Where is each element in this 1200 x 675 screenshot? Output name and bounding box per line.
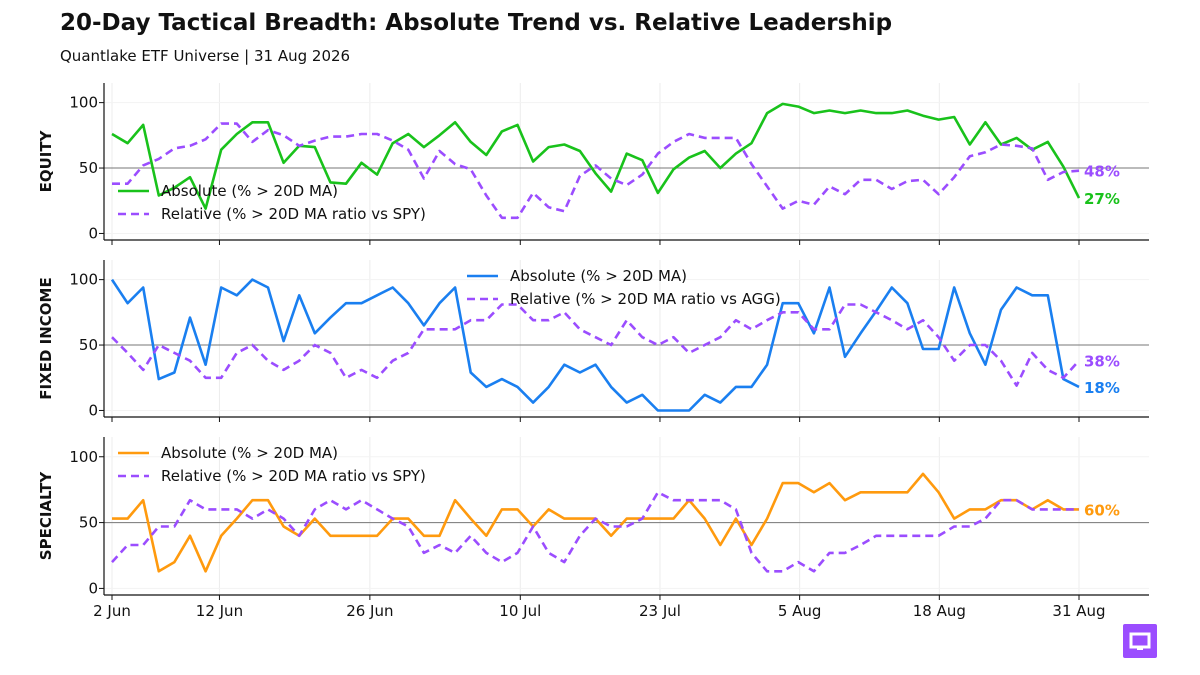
y-tick-label: 0 <box>88 579 98 597</box>
logo-glyph <box>1129 632 1151 650</box>
y-tick-label: 50 <box>79 336 98 354</box>
legend-entry: Absolute (% > 20D MA) <box>510 267 687 285</box>
x-tick-label: 5 Aug <box>778 602 822 620</box>
end-value-label: 48% <box>1084 163 1120 181</box>
legend-entry: Relative (% > 20D MA ratio vs SPY) <box>161 467 426 485</box>
chart-subtitle: Quantlake ETF Universe | 31 Aug 2026 <box>60 47 351 65</box>
chart-title: 20-Day Tactical Breadth: Absolute Trend … <box>60 10 893 36</box>
y-tick-label: 0 <box>88 224 98 242</box>
panel-label: EQUITY <box>37 129 55 192</box>
panel-label: SPECIALTY <box>37 471 55 561</box>
x-tick-label: 23 Jul <box>639 602 681 620</box>
legend-entry: Relative (% > 20D MA ratio vs SPY) <box>161 205 426 223</box>
panel-specialty: 0 50 100 2 Jun 12 Jun 26 Jun 10 Jul 23 Jul 5 Aug… <box>37 437 1149 620</box>
end-value-label: 27% <box>1084 190 1120 208</box>
y-tick-label: 100 <box>69 94 98 112</box>
panel-equity: 0 50 100 EQUITY 27% 48% Absolute (% > 20D MA) R… <box>37 83 1149 245</box>
x-tick-label: 26 Jun <box>346 602 393 620</box>
relative-series-line <box>111 303 1080 387</box>
legend: Absolute (% > 20D MA) Relative (% > 20D M… <box>118 444 426 485</box>
x-tick-label: 2 Jun <box>93 602 131 620</box>
x-tick-label: 10 Jul <box>499 602 541 620</box>
panel-label: FIXED INCOME <box>37 277 55 399</box>
relative-series-line <box>111 490 1079 573</box>
x-tick-label: 31 Aug <box>1052 602 1105 620</box>
quantlake-logo-icon <box>1123 624 1157 658</box>
panel-fixed-income: 0 50 100 FIXED INCOME 18% 38% Absolute (% > 20… <box>37 260 1149 422</box>
end-value-label: 60% <box>1084 501 1120 519</box>
y-tick-label: 100 <box>69 448 98 466</box>
absolute-series-line <box>111 102 1081 210</box>
end-value-label: 38% <box>1084 353 1120 371</box>
y-tick-label: 50 <box>79 159 98 177</box>
y-tick-label: 50 <box>79 514 98 532</box>
legend-entry: Absolute (% > 20D MA) <box>161 444 338 462</box>
x-tick-label: 18 Aug <box>913 602 966 620</box>
y-tick-label: 0 <box>88 401 98 419</box>
legend: Absolute (% > 20D MA) Relative (% > 20D M… <box>467 267 781 308</box>
absolute-series-line <box>110 278 1080 412</box>
legend-entry: Relative (% > 20D MA ratio vs AGG) <box>510 290 781 308</box>
relative-series-line <box>112 122 1080 220</box>
end-value-label: 18% <box>1084 379 1120 397</box>
legend-entry: Absolute (% > 20D MA) <box>161 182 338 200</box>
y-tick-label: 100 <box>69 271 98 289</box>
legend: Absolute (% > 20D MA) Relative (% > 20D M… <box>118 182 426 223</box>
x-tick-label: 12 Jun <box>196 602 243 620</box>
